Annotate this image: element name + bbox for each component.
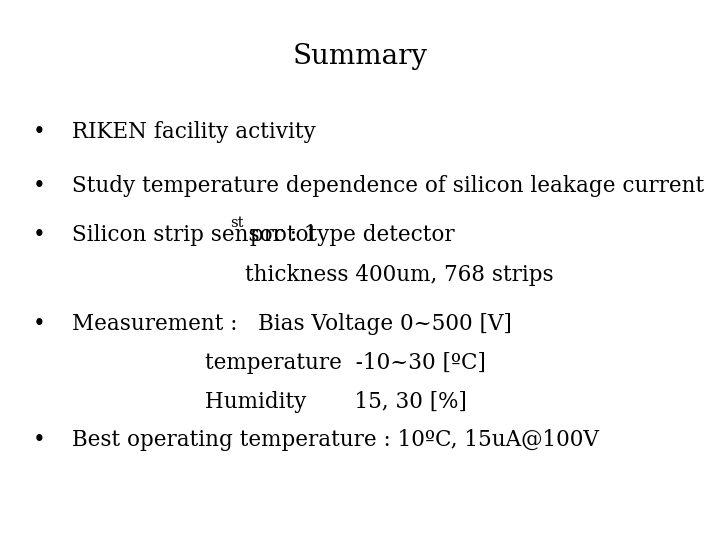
Text: •: •	[33, 176, 46, 197]
Text: Measurement :   Bias Voltage 0~500 [V]: Measurement : Bias Voltage 0~500 [V]	[72, 313, 512, 335]
Text: Silicon strip sensor : 1: Silicon strip sensor : 1	[72, 224, 318, 246]
Text: •: •	[33, 122, 46, 143]
Text: •: •	[33, 429, 46, 451]
Text: Study temperature dependence of silicon leakage current: Study temperature dependence of silicon …	[72, 176, 704, 197]
Text: Summary: Summary	[292, 43, 428, 70]
Text: Humidity       15, 30 [%]: Humidity 15, 30 [%]	[205, 391, 467, 413]
Text: temperature  -10~30 [ºC]: temperature -10~30 [ºC]	[205, 352, 486, 374]
Text: prototype detector: prototype detector	[243, 224, 454, 246]
Text: RIKEN facility activity: RIKEN facility activity	[72, 122, 316, 143]
Text: st: st	[230, 216, 243, 230]
Text: Best operating temperature : 10ºC, 15uA@100V: Best operating temperature : 10ºC, 15uA@…	[72, 429, 599, 451]
Text: thickness 400um, 768 strips: thickness 400um, 768 strips	[245, 265, 554, 286]
Text: •: •	[33, 224, 46, 246]
Text: •: •	[33, 313, 46, 335]
